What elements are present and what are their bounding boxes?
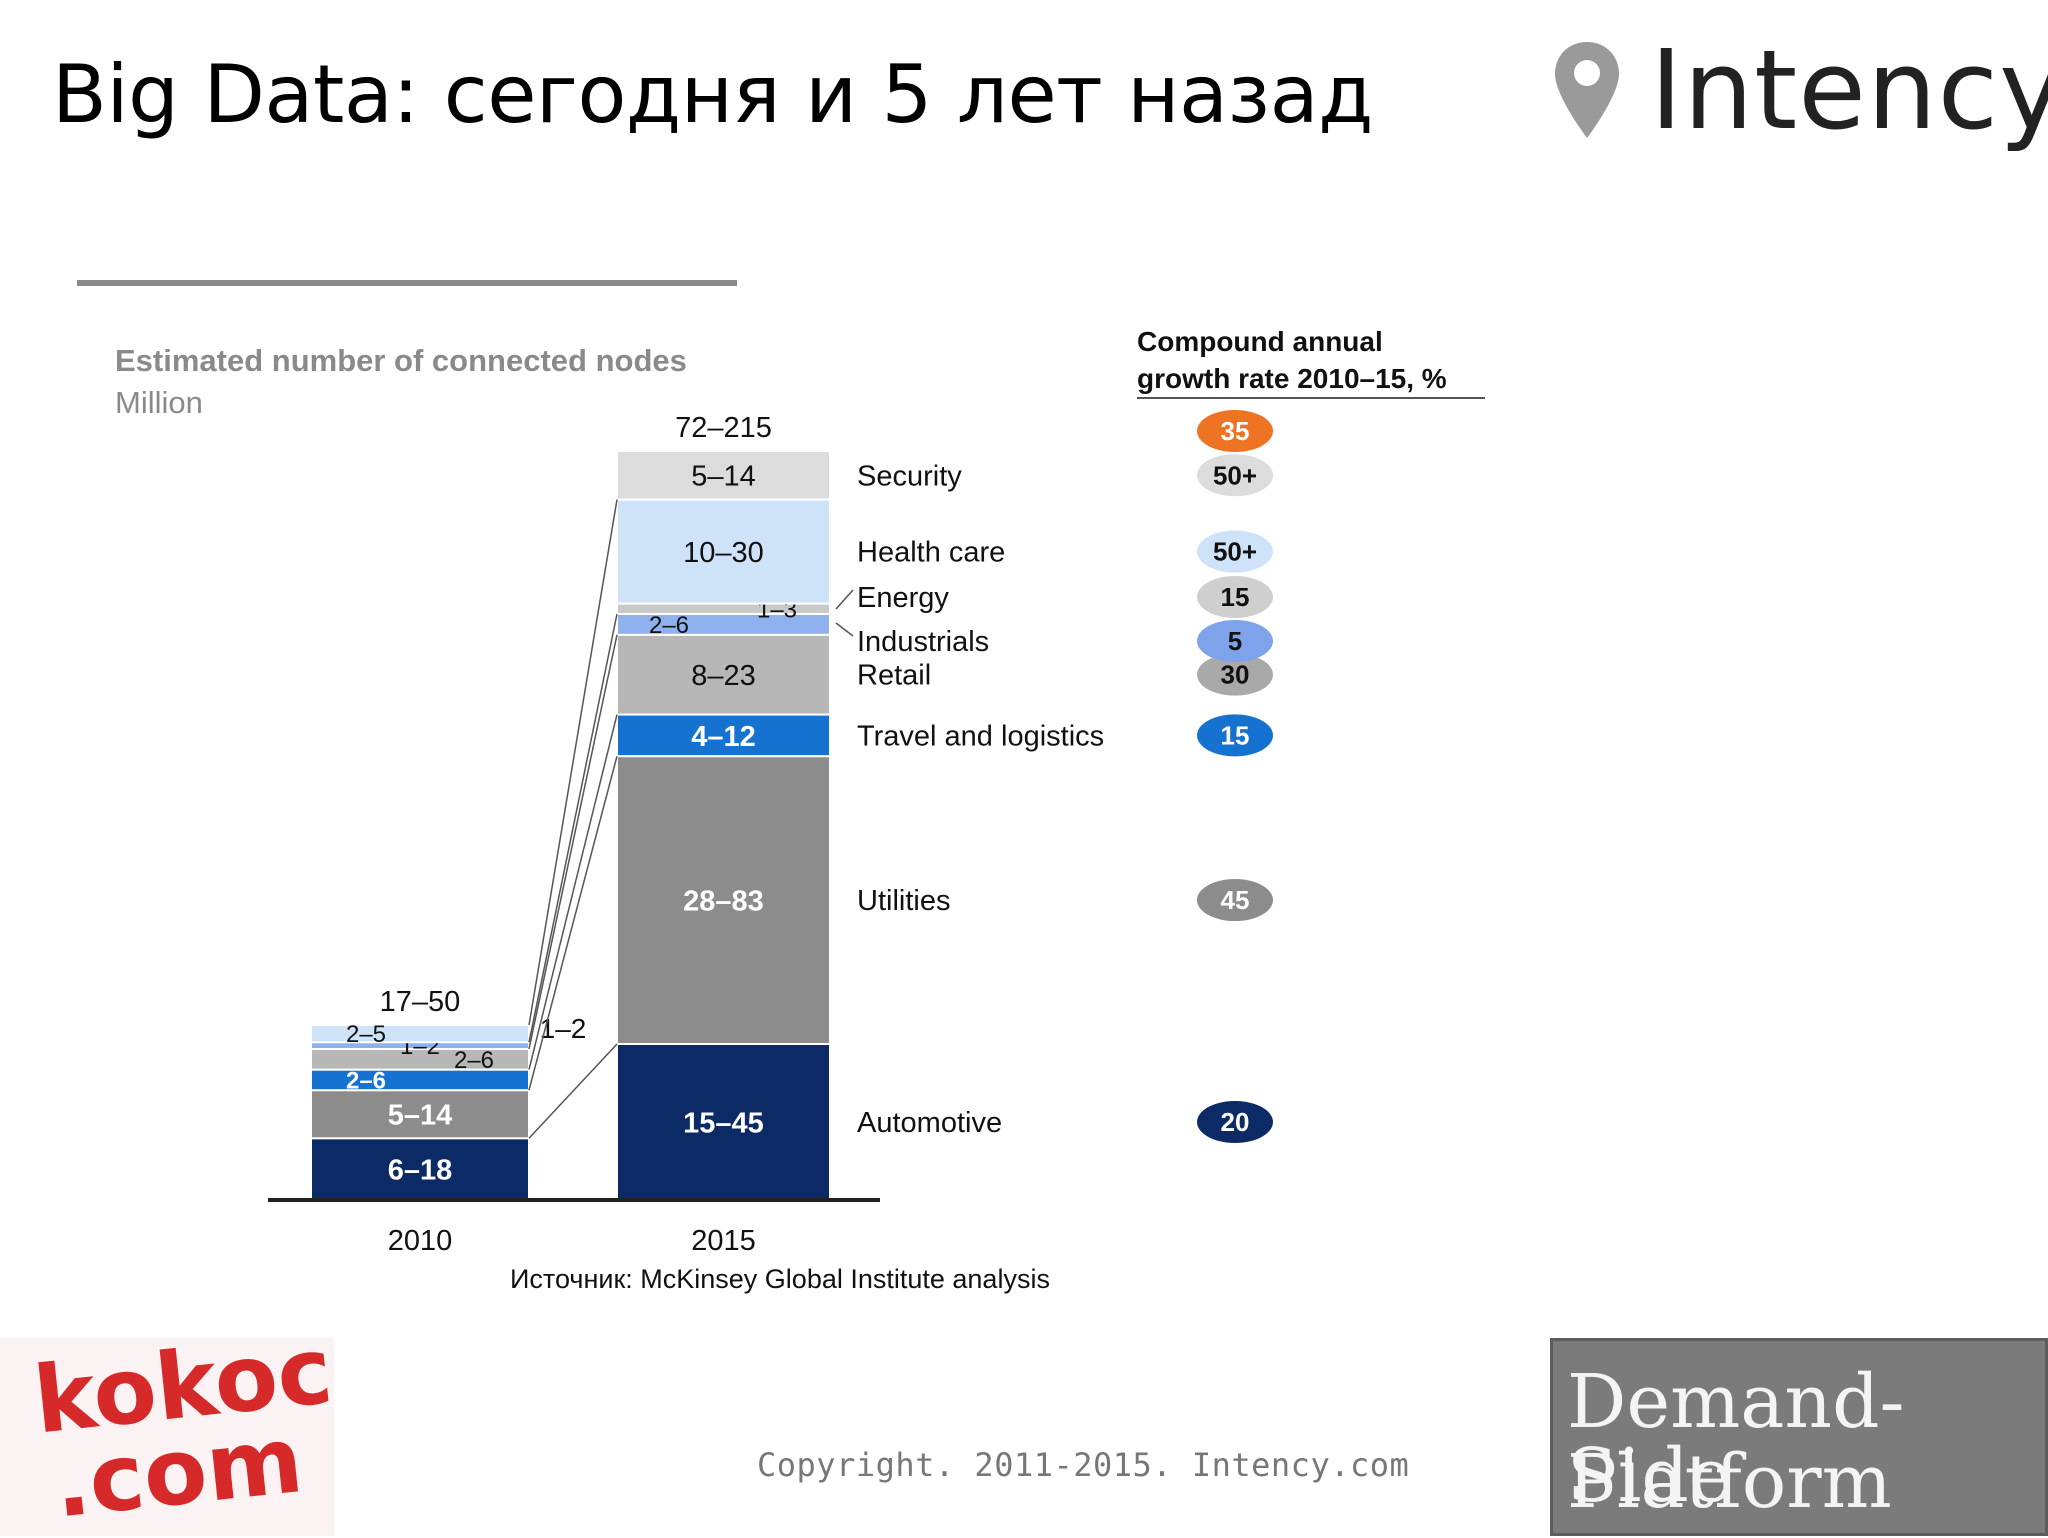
growth-badge: [1197, 454, 1273, 497]
series-label: Energy: [857, 582, 949, 614]
data-label-industrials-2010: 1–2: [540, 1013, 587, 1044]
growth-badge: [1197, 653, 1273, 696]
growth-badge-value: 20: [1221, 1107, 1250, 1137]
data-label: 5–14: [388, 1100, 453, 1132]
intency-wordmark: Intency: [1650, 26, 2048, 154]
growth-badge-value: 50+: [1213, 460, 1257, 490]
bar-segment-utilities-2010: [310, 1089, 530, 1140]
data-label: 15–45: [683, 1107, 764, 1139]
bar-segment-security-2015: [616, 450, 831, 501]
series-label: Security: [857, 460, 962, 492]
bar-segment-travel-and-logistics-2010: [310, 1068, 530, 1092]
total-growth-value: 35: [1221, 416, 1250, 446]
connected-nodes-chart: Estimated number of connected nodes Mill…: [115, 326, 1485, 1257]
growth-badge-value: 5: [1228, 626, 1242, 656]
data-label: 10–30: [683, 537, 764, 569]
series-label: Industrials: [857, 626, 989, 658]
x-tick-label: 2015: [691, 1225, 756, 1257]
connector-line: [528, 755, 618, 1091]
data-label: 4–12: [691, 721, 756, 753]
chart-title: Estimated number of connected nodes: [115, 343, 687, 378]
bar-segment-automotive-2015: [616, 1042, 831, 1202]
x-tick-label: 2010: [388, 1225, 453, 1257]
bar-segment-travel-and-logistics-2015: [616, 713, 831, 758]
bar-total-label: 72–215: [675, 412, 772, 444]
kokoc-logo: kokoc .com: [0, 1317, 337, 1538]
dsp-logo: Demand-Side Platform: [1550, 1338, 2048, 1536]
growth-badge-value: 15: [1221, 720, 1250, 750]
connector-line: [528, 499, 618, 1026]
growth-header-line2: growth rate 2010–15, %: [1137, 363, 1447, 394]
bar-segment-health-care-2015: [616, 498, 831, 605]
connector-line: [528, 1043, 618, 1139]
growth-badge: [1197, 620, 1273, 662]
growth-header-line1: Compound annual: [1137, 326, 1383, 357]
divider: [77, 280, 737, 286]
growth-badge: [1197, 879, 1273, 922]
kokoc-logo-line2: .com: [49, 1406, 308, 1538]
data-label: 5–14: [691, 461, 756, 493]
slide-title: Big Data: сегодня и 5 лет назад: [52, 48, 1373, 141]
series-label: Automotive: [857, 1107, 1002, 1139]
copyright: Copyright. 2011-2015. Intency.com: [757, 1446, 1410, 1484]
growth-badge-value: 15: [1221, 582, 1250, 612]
growth-badge: [1197, 576, 1273, 618]
bar-segment-automotive-2010: [310, 1137, 530, 1202]
data-label: 6–18: [388, 1155, 453, 1187]
data-label: 2–6: [346, 1068, 386, 1095]
source-note: Источник: McKinsey Global Institute anal…: [510, 1264, 1050, 1294]
dsp-logo-line1: Demand-Side: [1567, 1359, 1905, 1519]
series-label: Retail: [857, 660, 931, 692]
bar-segment-utilities-2015: [616, 755, 831, 1045]
connector-line: [528, 634, 618, 1050]
data-label: 2–6: [454, 1047, 494, 1074]
chart-subtitle: Million: [115, 385, 203, 420]
series-label: Utilities: [857, 885, 950, 917]
energy-leader-line: [835, 589, 854, 610]
growth-badge-value: 50+: [1213, 537, 1257, 567]
data-label: 2–6: [649, 612, 689, 639]
total-growth-badge: [1197, 410, 1273, 452]
bar-segment-energy-2015: [616, 602, 831, 615]
growth-badge: [1197, 1100, 1273, 1143]
growth-badge: [1197, 714, 1273, 757]
series-label: Travel and logistics: [857, 720, 1104, 752]
dsp-logo-line2: Platform: [1567, 1439, 1892, 1525]
growth-badge: [1197, 530, 1273, 573]
data-label: 28–83: [683, 885, 764, 917]
connector-line: [528, 714, 618, 1070]
series-label: Health care: [857, 537, 1005, 569]
bar-segment-health-care-2010: [310, 1024, 530, 1044]
bar-total-label: 17–50: [380, 986, 461, 1018]
bar-segment-retail-2015: [616, 633, 831, 716]
data-label: 8–23: [691, 660, 756, 692]
growth-badge-value: 45: [1221, 885, 1250, 915]
connector-line: [528, 613, 618, 1043]
growth-badge-value: 30: [1221, 660, 1250, 690]
data-label: 2–5: [346, 1021, 386, 1048]
map-pin-icon: [1555, 42, 1619, 138]
intency-logo: Intency: [1552, 30, 2048, 150]
industrials-leader-line: [835, 622, 854, 637]
